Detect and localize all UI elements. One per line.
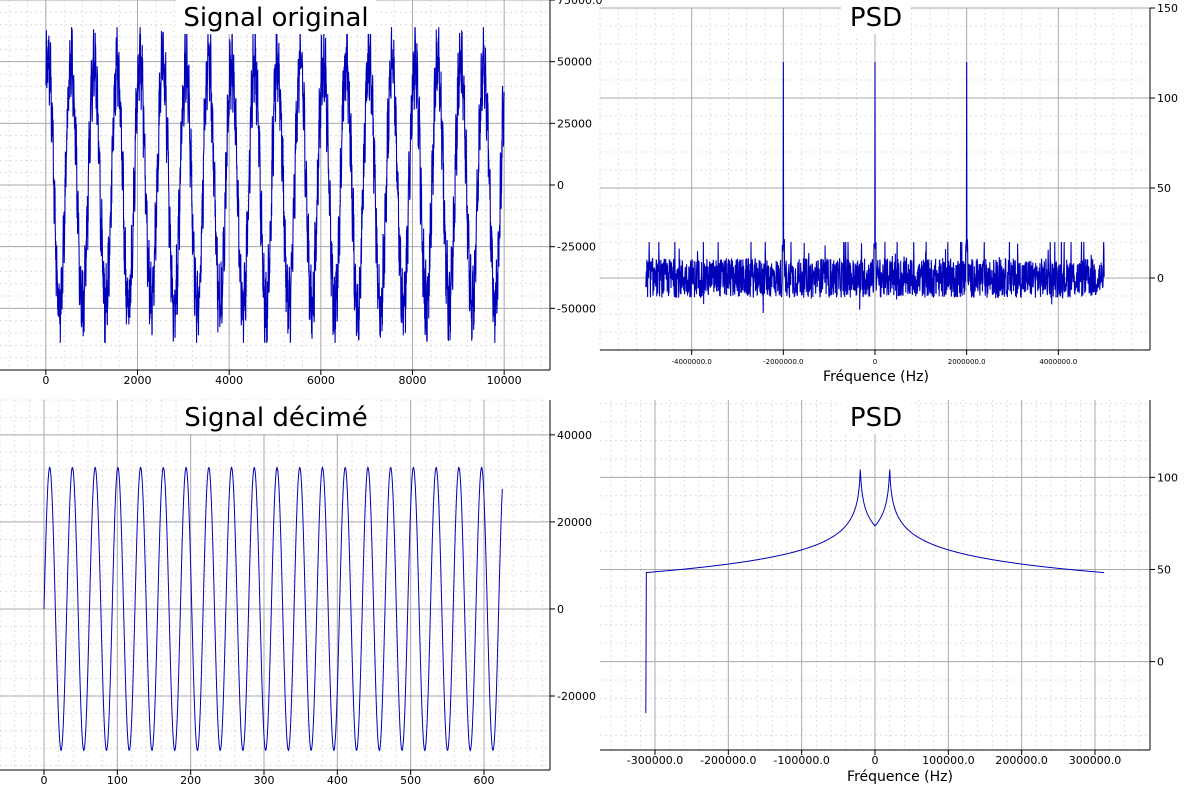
x-tick-label: 0 — [41, 774, 48, 787]
y-tick-label: 40000 — [557, 429, 592, 442]
y-tick-label: 50 — [1157, 563, 1171, 576]
x-tick-label: 200 — [180, 774, 201, 787]
y-tick-label: 20000 — [557, 516, 592, 529]
y-tick-label: 50 — [1157, 182, 1171, 195]
x-tick-label: 8000 — [399, 374, 427, 387]
panel-title: Signal décimé — [184, 403, 367, 433]
panel-psd-original: PSD Fréquence (Hz) -4000000.0 -2000000.0 0… — [599, 0, 1178, 385]
series-line — [645, 469, 1105, 714]
y-tick-label: 75000.0 — [557, 0, 603, 7]
x-axis-label: Fréquence (Hz) — [823, 369, 929, 385]
y-tick-label: 0 — [1157, 272, 1164, 285]
y-tick-label: 0 — [1157, 656, 1164, 669]
series-line — [645, 61, 1105, 313]
y-tick-label: 150 — [1157, 2, 1178, 15]
x-tick-label: 200000.0 — [995, 754, 1048, 767]
x-tick-label: -2000000.0 — [763, 358, 803, 366]
x-tick-label: -300000.0 — [627, 754, 683, 767]
x-tick-label: -4000000.0 — [671, 358, 711, 366]
y-tick-label: 25000 — [557, 117, 592, 130]
plot-layer — [0, 0, 555, 375]
y-tick-label: -25000 — [557, 241, 596, 254]
series-line — [43, 466, 503, 752]
y-tick-label: 0 — [557, 603, 564, 616]
y-tick-label: 100 — [1157, 92, 1178, 105]
x-tick-label: 4000 — [215, 374, 243, 387]
y-tick-label: 100 — [1157, 471, 1178, 484]
x-tick-label: 0 — [873, 358, 877, 366]
panel-signal-original: Signal original 0 2000 4000 6000 8000 10000 75… — [0, 0, 603, 387]
x-tick-label: 100000.0 — [922, 754, 975, 767]
title-background — [176, 0, 376, 34]
plot-layer — [600, 400, 1155, 755]
x-tick-label: 400 — [327, 774, 348, 787]
x-tick-label: 2000 — [124, 374, 152, 387]
x-tick-label: 4000000.0 — [1039, 358, 1077, 366]
panel-title: PSD — [850, 403, 902, 433]
panel-psd-decime: PSD Fréquence (Hz) -300000.0 -200000.0 -10… — [600, 400, 1178, 785]
panel-title: PSD — [850, 3, 902, 33]
panel-title: Signal original — [183, 3, 368, 33]
x-tick-label: 10000 — [487, 374, 522, 387]
x-axis-label: Fréquence (Hz) — [847, 769, 953, 785]
series-line — [45, 26, 505, 344]
y-tick-label: 0 — [557, 179, 564, 192]
title-background — [841, 400, 911, 434]
x-tick-label: 600 — [474, 774, 495, 787]
x-tick-label: 0 — [872, 754, 879, 767]
y-tick-label: 50000 — [557, 56, 592, 69]
x-tick-label: 2000000.0 — [948, 358, 986, 366]
x-tick-label: -200000.0 — [700, 754, 756, 767]
x-tick-label: -100000.0 — [773, 754, 829, 767]
x-tick-label: 500 — [400, 774, 421, 787]
y-tick-label: -50000 — [557, 302, 596, 315]
y-tick-label: -20000 — [557, 690, 596, 703]
x-tick-label: 100 — [107, 774, 128, 787]
x-tick-label: 300 — [254, 774, 275, 787]
plot-layer — [599, 7, 1155, 355]
title-background — [841, 0, 911, 34]
plot-layer — [0, 399, 555, 775]
x-tick-label: 300000.0 — [1069, 754, 1122, 767]
x-tick-label: 6000 — [307, 374, 335, 387]
panel-signal-decime: Signal décimé 0 100 200 300 400 500 600 40000 20… — [0, 399, 596, 787]
x-tick-label: 0 — [42, 374, 49, 387]
title-background — [181, 400, 371, 434]
